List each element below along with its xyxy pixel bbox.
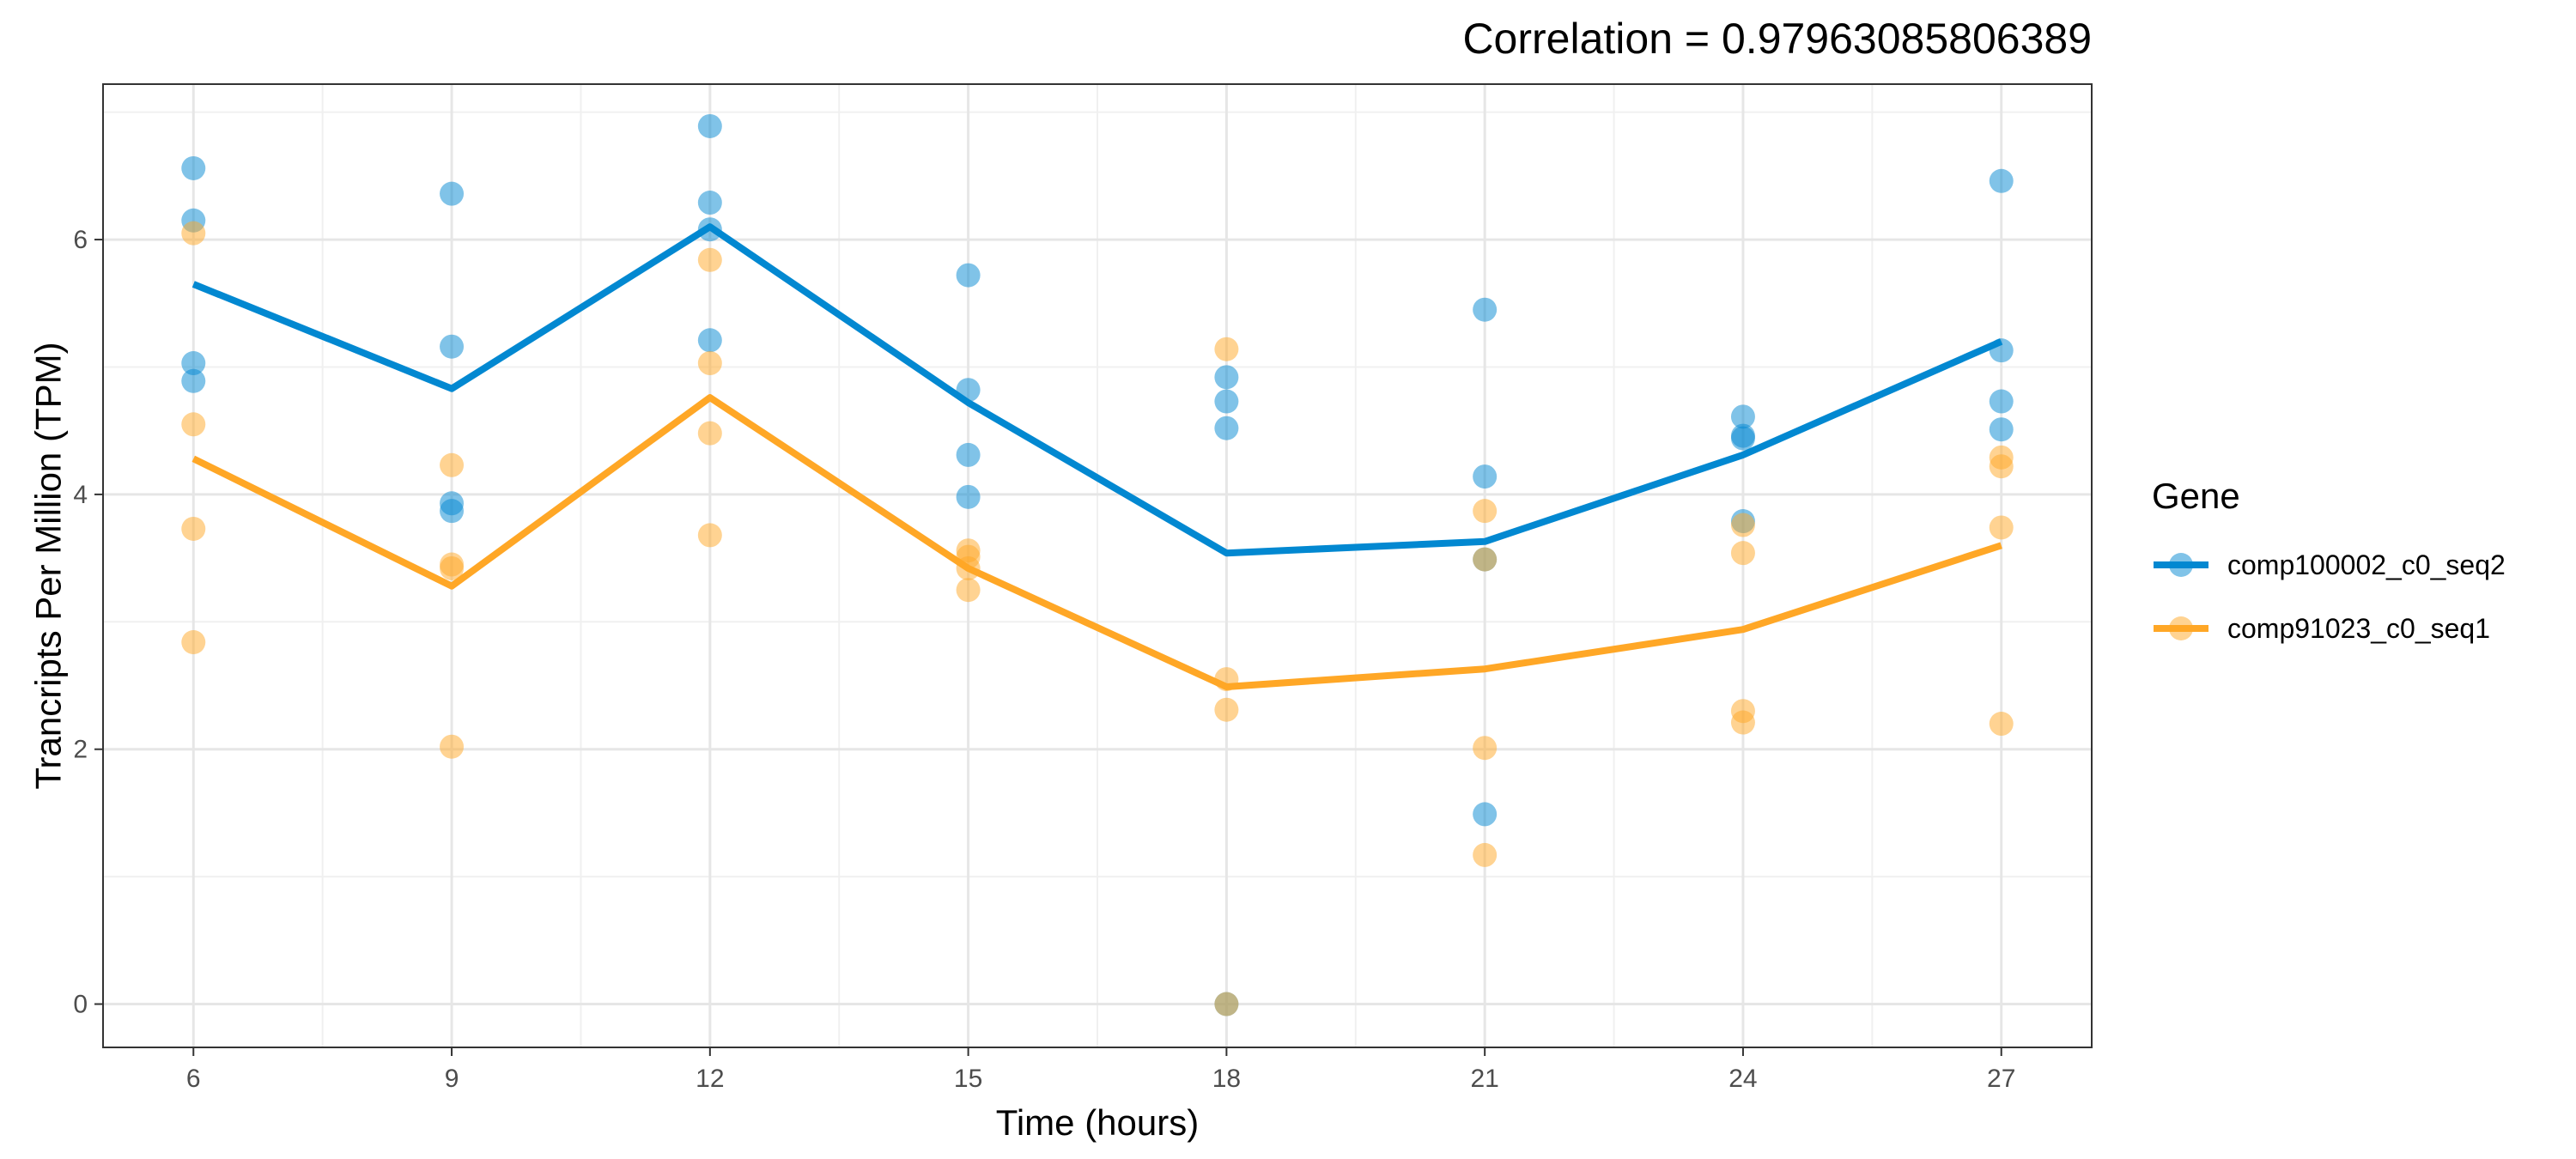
series-1-point xyxy=(1473,499,1498,524)
series-1-point xyxy=(1473,842,1498,867)
series-1-point xyxy=(440,555,465,580)
x-tick-label: 9 xyxy=(445,1065,459,1093)
y-tick-label: 2 xyxy=(73,736,88,764)
series-0-point xyxy=(697,113,722,138)
x-tick-label: 12 xyxy=(696,1065,724,1093)
series-0-point xyxy=(1214,389,1239,414)
series-1-point xyxy=(1989,712,2014,737)
series-1-point xyxy=(1473,547,1498,572)
x-tick-labels: 6 9 12 15 18 21 24 27 xyxy=(186,1065,2015,1093)
series-1-point xyxy=(1989,454,2014,479)
legend-label: comp91023_c0_seq1 xyxy=(2227,613,2490,644)
series-1-point xyxy=(181,516,206,541)
y-tick-label: 4 xyxy=(73,481,88,509)
series-0-point xyxy=(1989,168,2014,193)
y-tick-label: 6 xyxy=(73,226,88,254)
x-tick-label: 15 xyxy=(954,1065,982,1093)
series-0-point xyxy=(440,499,465,524)
series-0-point xyxy=(1214,365,1239,390)
series-0-point xyxy=(1730,404,1755,429)
series-0-point xyxy=(1214,416,1239,440)
series-0-line xyxy=(191,223,2003,557)
series-1-point xyxy=(697,247,722,272)
legend-key-point xyxy=(2169,553,2193,577)
series-1-point xyxy=(956,578,981,603)
series-1-line xyxy=(191,394,2002,690)
legend-title: Gene xyxy=(2152,476,2240,516)
series-1-point xyxy=(1214,697,1239,722)
legend-item: comp100002_c0_seq2 xyxy=(2154,549,2506,580)
x-tick-label: 18 xyxy=(1212,1065,1241,1093)
panel-border xyxy=(102,83,2093,1048)
series-0-point xyxy=(440,181,465,206)
series-lines xyxy=(191,223,2003,690)
series-1-point xyxy=(1730,513,1755,537)
series-1-point xyxy=(1473,736,1498,761)
series-1-point xyxy=(181,221,206,246)
series-0-point xyxy=(1989,417,2014,442)
series-1-point xyxy=(440,452,465,477)
series-0-point xyxy=(181,155,206,180)
x-tick-label: 24 xyxy=(1728,1065,1757,1093)
series-1-point xyxy=(440,734,465,759)
series-1-point xyxy=(1214,337,1239,361)
series-0-point xyxy=(697,191,722,215)
x-tick-label: 6 xyxy=(186,1065,201,1093)
chart-title: Correlation = 0.97963085806389 xyxy=(1462,15,2092,63)
legend-label: comp100002_c0_seq2 xyxy=(2227,549,2506,580)
y-tick-labels: 0 2 4 6 xyxy=(73,226,88,1018)
series-1-point xyxy=(697,523,722,548)
x-tick-label: 21 xyxy=(1470,1065,1498,1093)
legend-item: comp91023_c0_seq1 xyxy=(2154,613,2490,644)
series-0-point xyxy=(956,484,981,509)
major-gridlines xyxy=(103,84,2092,1047)
series-0-point xyxy=(181,368,206,393)
series-0-point xyxy=(1989,389,2014,414)
series-0-point xyxy=(1473,297,1498,322)
axis-ticks xyxy=(94,239,2002,1056)
series-0-point xyxy=(181,351,206,376)
legend-items: comp100002_c0_seq2 comp91023_c0_seq1 xyxy=(2154,549,2506,644)
legend-key-point xyxy=(2169,616,2193,640)
series-1-point xyxy=(1730,710,1755,735)
x-axis-title: Time (hours) xyxy=(996,1102,1199,1143)
legend: Gene comp100002_c0_seq2 comp91023_c0_seq1 xyxy=(2152,476,2506,644)
series-0-point xyxy=(1473,802,1498,827)
series-1-point xyxy=(697,351,722,376)
x-tick-label: 27 xyxy=(1987,1065,2015,1093)
series-1-point xyxy=(1989,515,2014,540)
series-0-point xyxy=(956,263,981,288)
series-1-point xyxy=(181,630,206,655)
series-1-point xyxy=(181,412,206,437)
series-1-point xyxy=(697,421,722,446)
data-points xyxy=(181,113,2014,1016)
y-tick-label: 0 xyxy=(73,991,88,1019)
series-0-point xyxy=(956,442,981,467)
series-0-point xyxy=(697,328,722,353)
series-1-point xyxy=(1214,992,1239,1016)
series-0-point xyxy=(440,334,465,359)
y-axis-title: Trancripts Per Million (TPM) xyxy=(28,342,69,789)
series-0-point xyxy=(1730,426,1755,451)
series-1-point xyxy=(1730,541,1755,566)
series-0-point xyxy=(1473,464,1498,489)
